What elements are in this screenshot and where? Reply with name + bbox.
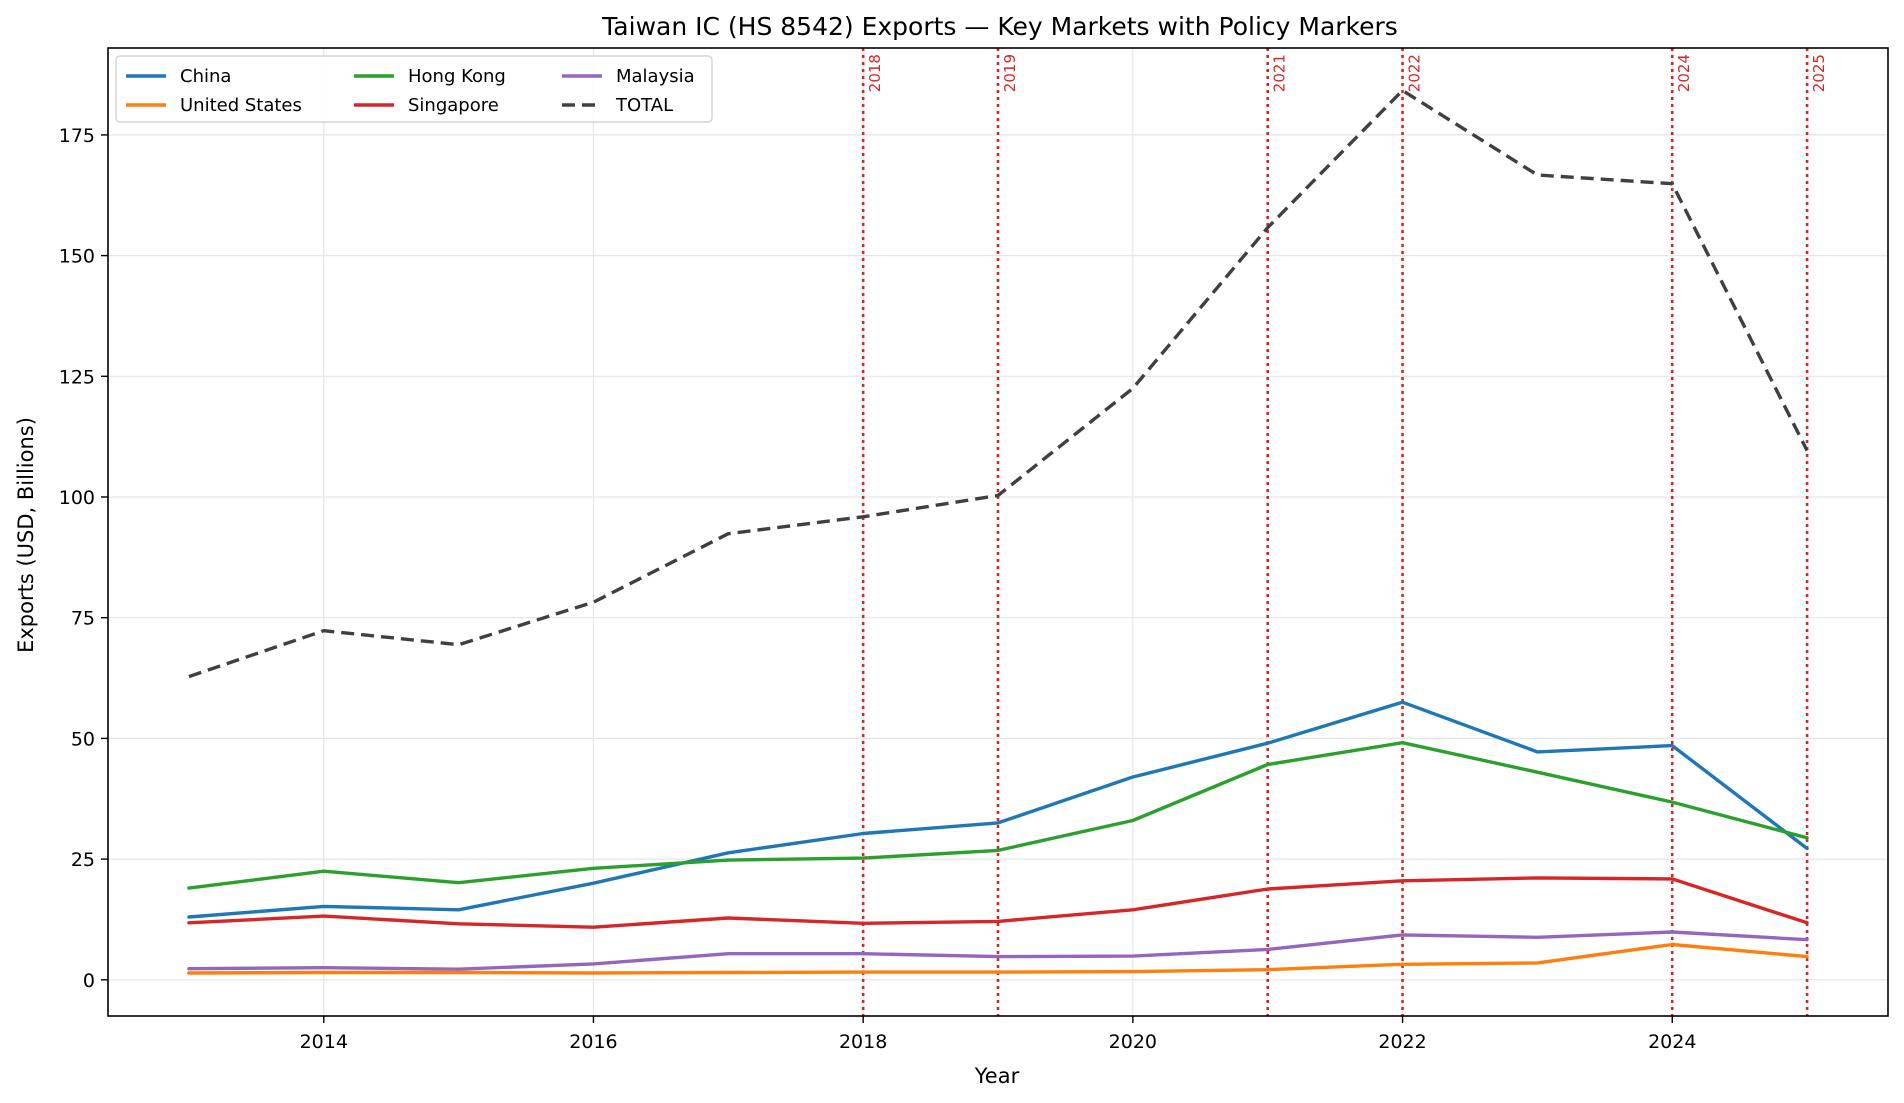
y-tick-label: 75 xyxy=(71,608,95,630)
chart-title: Taiwan IC (HS 8542) Exports — Key Market… xyxy=(601,12,1398,41)
policy-marker-label: 2022 xyxy=(1406,54,1424,92)
series-lines xyxy=(187,88,1809,975)
series-line-malaysia xyxy=(187,930,1809,971)
y-tick-label: 125 xyxy=(59,366,95,388)
plot-frame xyxy=(107,47,1889,1017)
x-tick-label: 2014 xyxy=(300,1031,348,1053)
y-tick-label: 100 xyxy=(59,487,95,509)
policy-marker-label: 2025 xyxy=(1810,54,1828,92)
x-tick-label: 2022 xyxy=(1378,1031,1426,1053)
y-tick-label: 0 xyxy=(83,970,95,992)
legend-label: Hong Kong xyxy=(408,66,506,87)
policy-marker-label: 2024 xyxy=(1675,54,1693,92)
y-tick-label: 50 xyxy=(71,728,95,750)
x-tick-label: 2018 xyxy=(839,1031,887,1053)
policy-marker-label: 2019 xyxy=(1001,54,1019,92)
series-line-total xyxy=(188,88,1809,679)
policy-marker-label: 2018 xyxy=(866,54,884,92)
y-tick-label: 150 xyxy=(59,246,95,268)
axis-ticks: 2014 2016 2018 2020 2022 2024 0 25 50 75 100 125 150… xyxy=(59,125,1697,1053)
series-line-hong-kong xyxy=(187,741,1809,890)
policy-marker-label: 2021 xyxy=(1271,54,1289,92)
y-axis-title: Exports (USD, Billions) xyxy=(14,417,38,653)
series-line-china xyxy=(187,700,1809,919)
legend-label: Singapore xyxy=(408,95,499,116)
series-line-singapore xyxy=(187,876,1809,929)
legend-label: Malaysia xyxy=(616,66,695,87)
policy-markers: 2018 2019 2021 2022 2024 2025 xyxy=(861,48,1828,1016)
x-tick-label: 2024 xyxy=(1648,1031,1696,1053)
x-axis-title: Year xyxy=(974,1064,1020,1088)
x-tick-label: 2016 xyxy=(569,1031,617,1053)
y-tick-label: 175 xyxy=(59,125,95,147)
legend: China United States Hong Kong Singapore Mala… xyxy=(115,55,713,123)
y-tick-label: 25 xyxy=(71,849,95,871)
legend-label: TOTAL xyxy=(615,95,673,116)
legend-label: China xyxy=(180,66,231,87)
series-line-united-states xyxy=(187,942,1809,975)
legend-label: United States xyxy=(180,95,302,116)
x-tick-label: 2020 xyxy=(1109,1031,1157,1053)
